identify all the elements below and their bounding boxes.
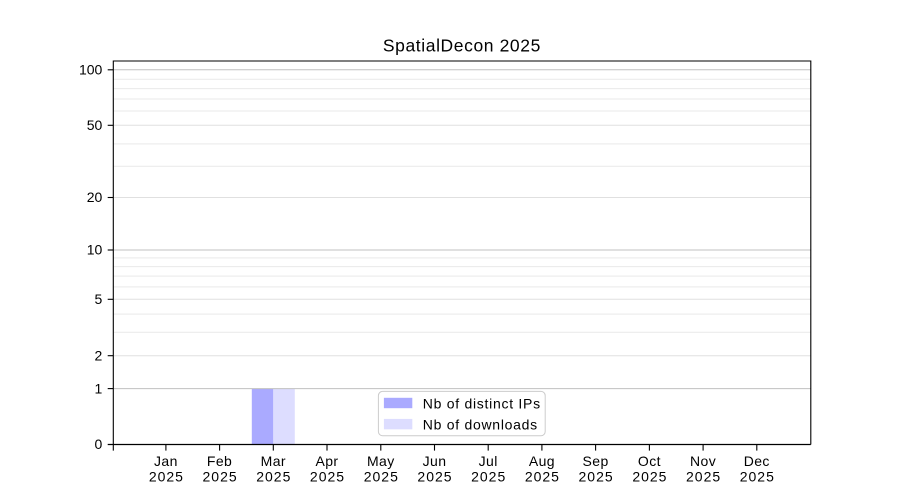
svg-text:Dec: Dec [744, 453, 770, 469]
svg-text:Jan: Jan [154, 453, 178, 469]
svg-text:10: 10 [87, 242, 103, 258]
svg-text:May: May [367, 453, 395, 469]
svg-text:5: 5 [95, 291, 103, 307]
svg-text:SpatialDecon 2025: SpatialDecon 2025 [383, 36, 541, 56]
svg-text:50: 50 [87, 117, 103, 133]
svg-text:2025: 2025 [149, 469, 184, 485]
svg-text:2025: 2025 [256, 469, 291, 485]
svg-text:Jun: Jun [423, 453, 447, 469]
svg-text:2025: 2025 [525, 469, 560, 485]
svg-text:100: 100 [79, 62, 103, 78]
svg-text:2025: 2025 [203, 469, 238, 485]
svg-text:0: 0 [95, 436, 103, 452]
svg-text:2025: 2025 [632, 469, 667, 485]
svg-text:Nb of distinct IPs: Nb of distinct IPs [423, 395, 541, 411]
svg-text:Apr: Apr [316, 453, 339, 469]
svg-text:2025: 2025 [364, 469, 399, 485]
svg-text:Oct: Oct [638, 453, 661, 469]
svg-text:2025: 2025 [686, 469, 721, 485]
svg-text:Mar: Mar [261, 453, 286, 469]
svg-text:2: 2 [95, 347, 103, 363]
svg-text:Nov: Nov [690, 453, 716, 469]
svg-text:2025: 2025 [740, 469, 775, 485]
svg-text:Nb of downloads: Nb of downloads [423, 417, 538, 433]
svg-text:Aug: Aug [529, 453, 555, 469]
svg-text:2025: 2025 [310, 469, 345, 485]
svg-text:Feb: Feb [207, 453, 232, 469]
svg-text:2025: 2025 [579, 469, 614, 485]
svg-text:Sep: Sep [583, 453, 609, 469]
svg-text:1: 1 [95, 380, 103, 396]
svg-text:20: 20 [87, 189, 103, 205]
svg-text:2025: 2025 [471, 469, 506, 485]
svg-text:Jul: Jul [479, 453, 498, 469]
svg-text:2025: 2025 [417, 469, 452, 485]
